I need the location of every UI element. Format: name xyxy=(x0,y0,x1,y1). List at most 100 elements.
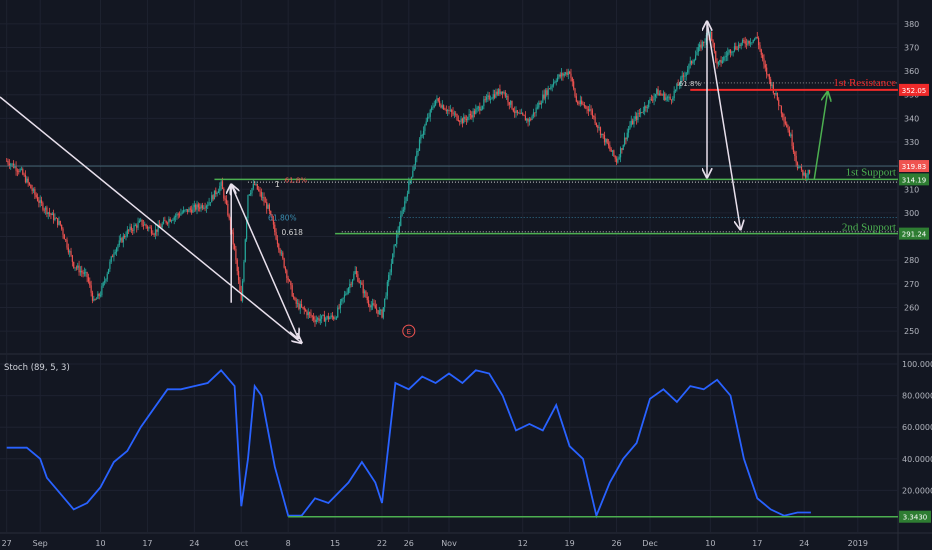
candle-body xyxy=(678,84,681,86)
candle-body xyxy=(233,244,236,249)
candle-body xyxy=(507,96,509,103)
candle-body xyxy=(398,225,401,231)
fib-top-label: 61.8% xyxy=(679,80,702,88)
candle-body xyxy=(176,213,178,217)
candle-body xyxy=(274,224,276,233)
candle-body xyxy=(142,225,145,226)
current-price-tag-bg xyxy=(899,160,929,173)
candle-body xyxy=(428,116,430,118)
candle-body xyxy=(392,253,394,264)
candle-body xyxy=(389,272,391,276)
candle-body xyxy=(347,288,350,293)
candle-body xyxy=(465,118,468,121)
candle-body xyxy=(334,318,336,320)
candle-body xyxy=(280,252,283,254)
candle-body xyxy=(106,273,108,280)
candle-body xyxy=(653,96,655,101)
candle-body xyxy=(263,196,265,202)
candle-body xyxy=(733,46,736,52)
candle-body xyxy=(225,199,228,204)
candle-body xyxy=(565,72,567,74)
candle-body xyxy=(460,118,462,122)
candle-body xyxy=(758,37,760,46)
candle-body xyxy=(762,54,764,59)
candle-body xyxy=(192,207,194,213)
candle-body xyxy=(794,151,796,156)
candle-body xyxy=(492,94,494,99)
candle-body xyxy=(46,207,48,215)
candle-body xyxy=(662,93,665,96)
candle-body xyxy=(35,194,37,198)
candle-body xyxy=(506,96,508,97)
resistance-price-tag: 352.05 xyxy=(902,87,927,95)
candle-body xyxy=(443,105,445,110)
candle-body xyxy=(158,224,161,227)
candle-body xyxy=(481,106,484,109)
candle-body xyxy=(393,245,395,254)
candle-body xyxy=(657,89,659,96)
candle-body xyxy=(593,116,595,117)
candle-body xyxy=(321,315,323,319)
candle-body xyxy=(421,135,423,136)
candle-body xyxy=(670,99,673,101)
candle-body xyxy=(445,109,447,112)
candle-body xyxy=(209,202,212,204)
candle-body xyxy=(673,90,675,99)
x-tick-label: Oct xyxy=(234,539,248,548)
osc-y-tick-label: 40.0000 xyxy=(902,455,932,464)
candle-body xyxy=(796,162,799,169)
candle-body xyxy=(359,282,362,284)
candle-body xyxy=(617,158,619,163)
candle-body xyxy=(464,116,466,119)
candle-body xyxy=(550,86,552,89)
candle-body xyxy=(441,105,443,108)
candle-body xyxy=(98,293,100,296)
osc-y-tick-label: 100.0000 xyxy=(902,360,932,369)
candle-body xyxy=(468,114,470,118)
candle-body xyxy=(554,82,556,83)
candle-body xyxy=(254,184,256,185)
candle-body xyxy=(404,201,406,210)
candle-body xyxy=(472,111,474,118)
x-tick-label: 19 xyxy=(565,539,575,548)
candle-body xyxy=(792,146,795,152)
candle-body xyxy=(173,217,175,220)
candle-body xyxy=(715,51,717,62)
candle-body xyxy=(81,270,83,273)
candle-body xyxy=(85,272,87,273)
candle-body xyxy=(291,285,293,297)
candle-body xyxy=(191,209,193,213)
candle-body xyxy=(567,71,569,75)
candle-body xyxy=(447,109,449,112)
candle-body xyxy=(555,80,557,83)
candle-body xyxy=(353,273,355,280)
candle-body xyxy=(748,40,750,44)
x-tick-label: 10 xyxy=(705,539,715,548)
candle-body xyxy=(668,96,670,98)
candle-body xyxy=(540,102,543,105)
candle-body xyxy=(294,297,296,300)
candle-body xyxy=(216,192,218,195)
candle-body xyxy=(753,38,756,40)
candle-body xyxy=(573,81,575,89)
candle-body xyxy=(623,137,626,145)
candle-body xyxy=(130,226,132,231)
candle-body xyxy=(717,61,719,65)
candle-body xyxy=(782,113,784,118)
candle-body xyxy=(355,270,358,275)
x-tick-label: 12 xyxy=(518,539,528,548)
candle-body xyxy=(637,112,639,120)
candle-body xyxy=(303,307,305,310)
candle-body xyxy=(747,40,749,45)
candle-body xyxy=(181,212,183,214)
candle-body xyxy=(530,119,532,121)
candle-body xyxy=(61,224,63,229)
candle-body xyxy=(661,94,663,96)
candle-body xyxy=(749,42,752,44)
candle-body xyxy=(636,116,638,120)
candle-body xyxy=(204,207,206,209)
candle-body xyxy=(414,157,417,166)
candle-body xyxy=(638,112,640,114)
candle-body xyxy=(136,225,138,228)
candle-body xyxy=(161,223,163,228)
